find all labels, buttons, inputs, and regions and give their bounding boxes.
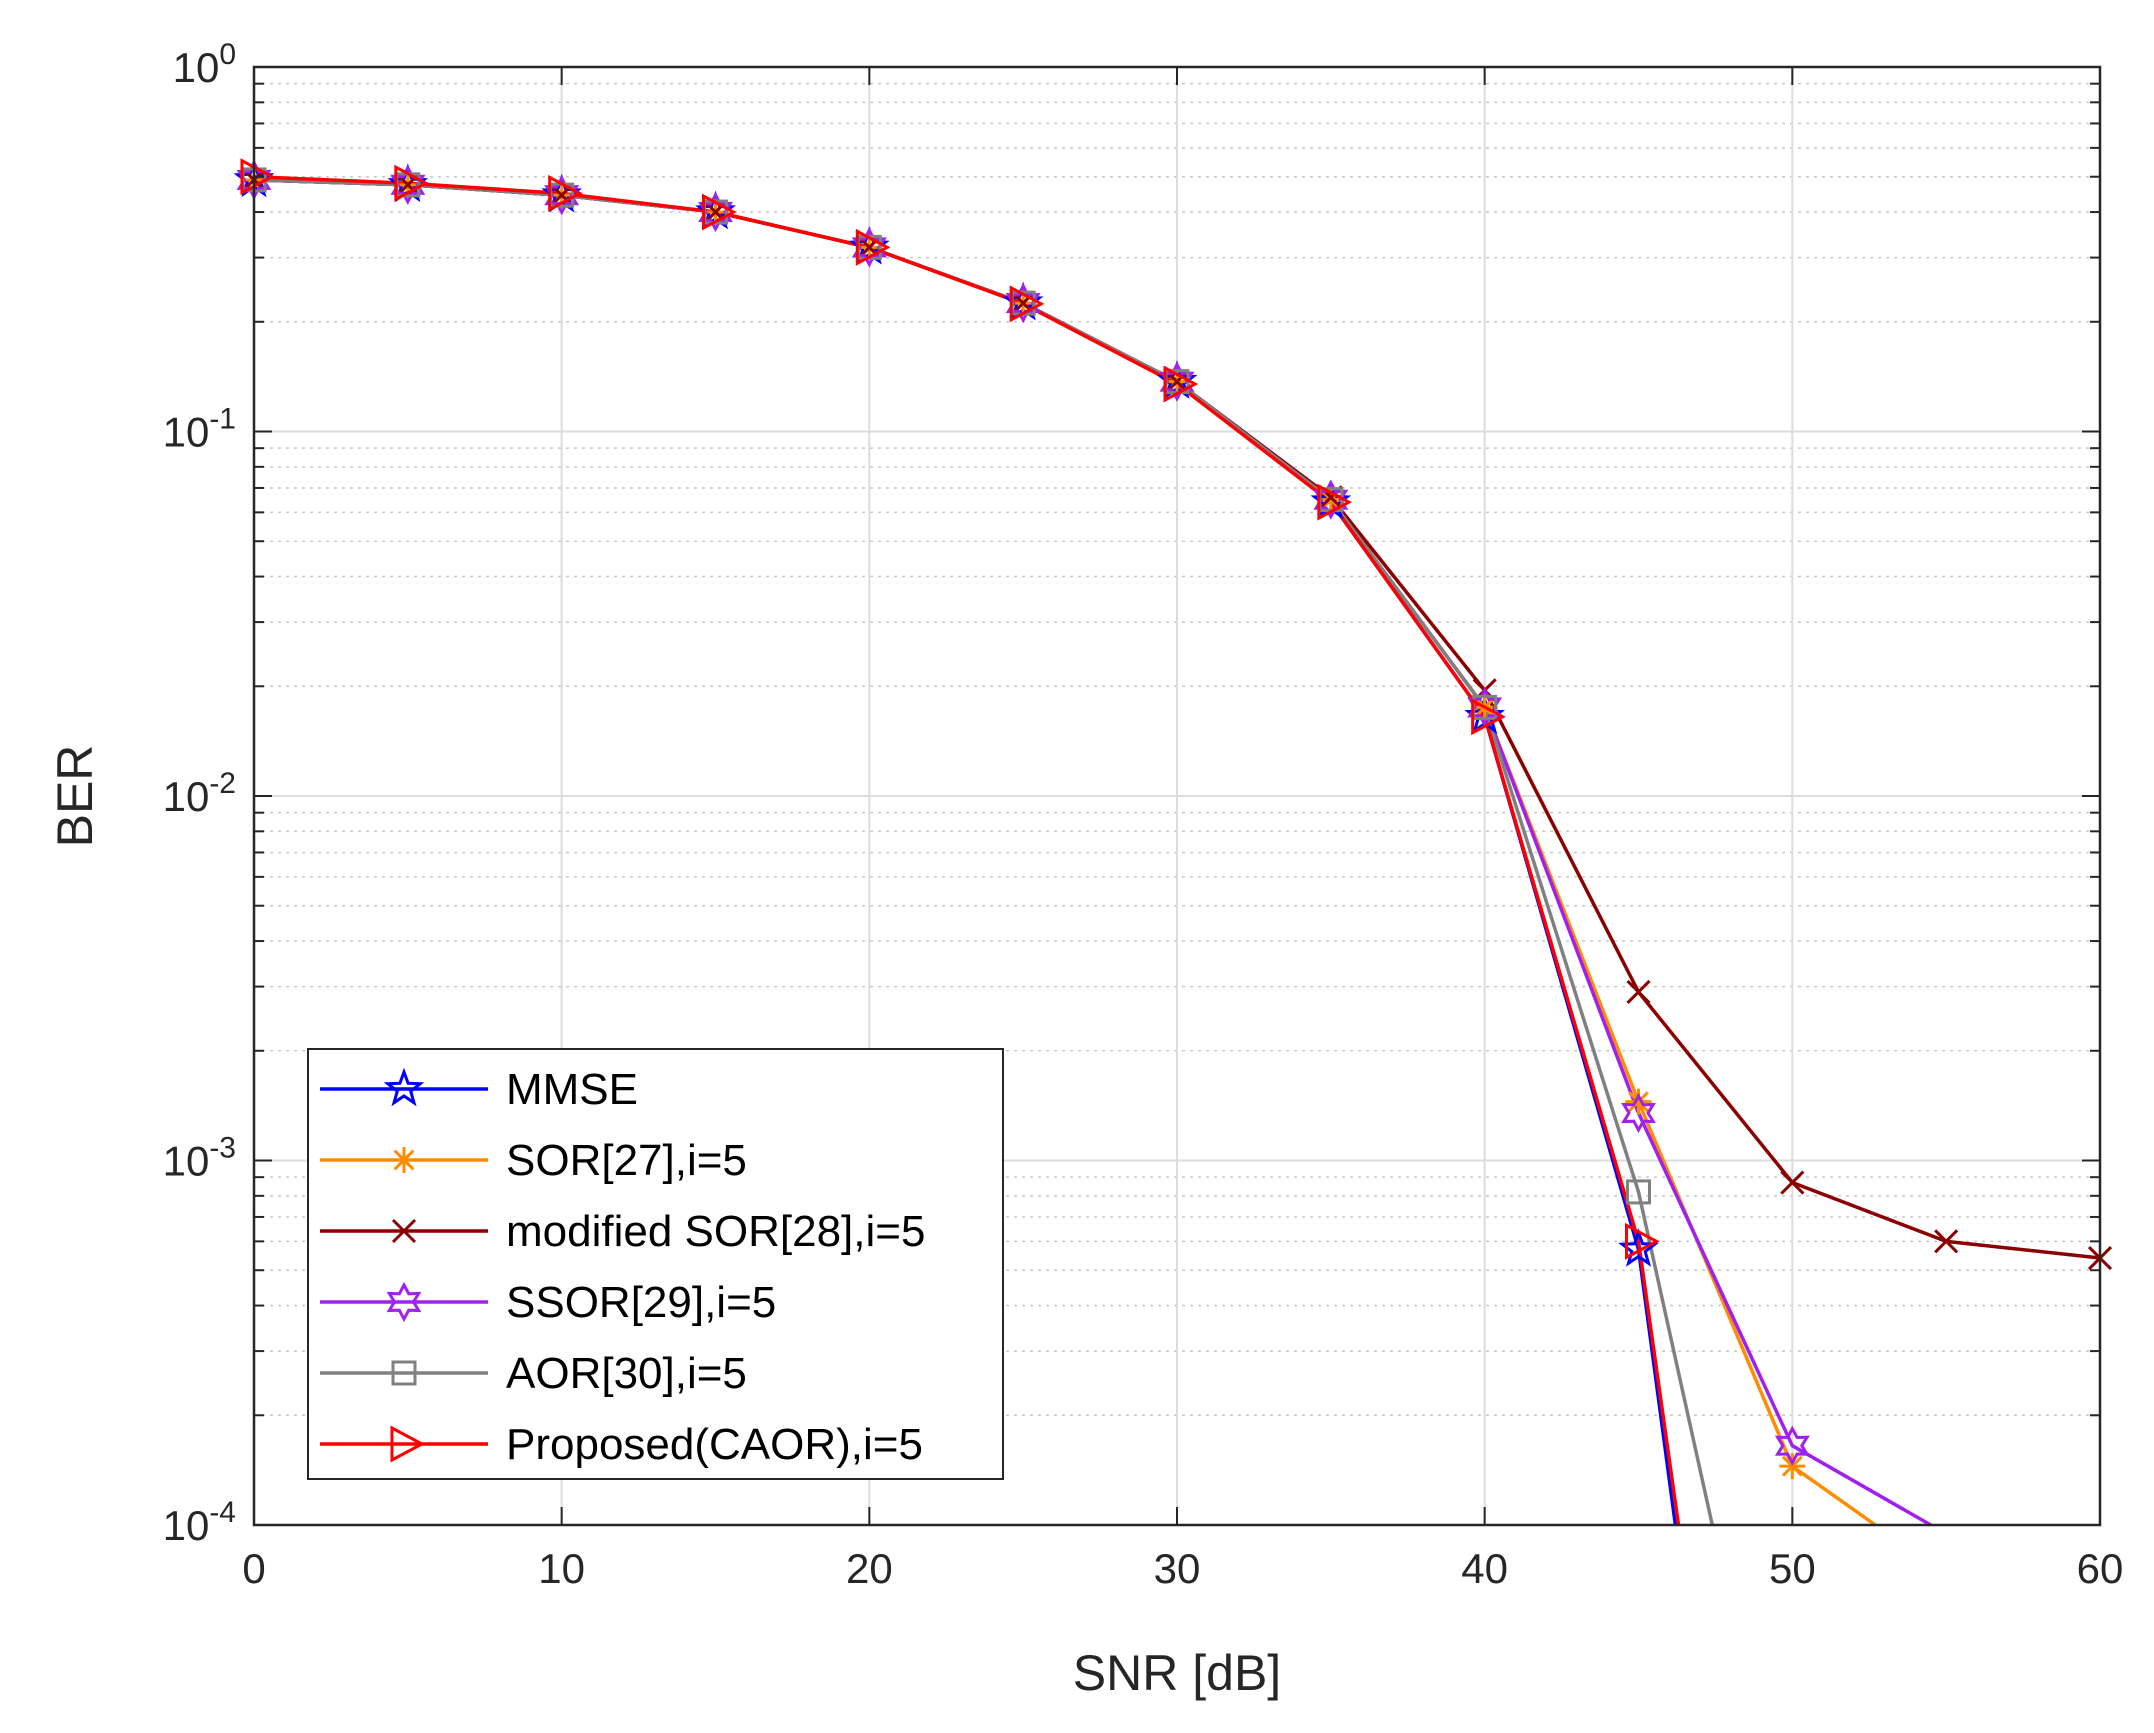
legend-entry: SSOR[29],i=5: [320, 1278, 776, 1327]
y-tick-label: 10-1: [163, 403, 236, 456]
x-axis-title: SNR [dB]: [1073, 1645, 1281, 1701]
data-point: [1779, 1453, 1806, 1480]
data-point: [1159, 361, 1195, 402]
data-point: [1163, 365, 1199, 403]
y-axis-title: BER: [47, 745, 103, 848]
marker-stroke: [1780, 1170, 1805, 1195]
data-point: [1774, 1425, 1810, 1466]
series-markers: [233, 158, 2113, 1480]
y-tick-label: 10-2: [163, 767, 236, 820]
data-point: [1625, 1222, 1660, 1260]
data-point: [544, 175, 580, 216]
data-point: [1313, 479, 1349, 520]
legend-box: [307, 1048, 1004, 1480]
legend-label: MMSE: [506, 1065, 638, 1114]
marker-stroke: [1781, 1455, 1803, 1477]
x-tick-label: 0: [242, 1545, 265, 1592]
x-tick-label: 50: [1769, 1545, 1816, 1592]
legend-marker: [391, 1360, 417, 1386]
y-tick-labels: 100 10-1 10-2 10-3 10-4: [163, 38, 236, 1549]
legend-label: modified SOR[28],i=5: [506, 1207, 925, 1256]
data-point: [1934, 1229, 1959, 1254]
marker-stroke: [393, 1149, 415, 1171]
y-tick-label: 10-3: [163, 1132, 236, 1185]
data-point: [855, 228, 891, 266]
legend-label: Proposed(CAOR),i=5: [506, 1420, 923, 1469]
legend-marker: [390, 1425, 426, 1463]
marker-stroke: [1934, 1229, 1959, 1254]
x-tick-label: 30: [1154, 1545, 1201, 1592]
legend-marker: [391, 1147, 417, 1173]
legend-label: AOR[30],i=5: [506, 1349, 747, 1398]
x-tick-labels: 0 10 20 30 40 50 60: [242, 1545, 2123, 1592]
data-point: [548, 174, 583, 212]
y-tick-label: 10-4: [163, 1496, 236, 1549]
marker-stroke: [391, 1218, 417, 1244]
data-point: [702, 193, 737, 231]
legend-entry: modified SOR[28],i=5: [320, 1207, 925, 1256]
x-tick-label: 40: [1461, 1545, 1508, 1592]
legend-entry: Proposed(CAOR),i=5: [320, 1420, 923, 1469]
axis-ticks: [253, 66, 2101, 1526]
data-point: [1625, 1088, 1652, 1115]
data-point: [1626, 1179, 1651, 1205]
legend-label: SSOR[29],i=5: [506, 1278, 776, 1327]
data-point: [1621, 1092, 1656, 1134]
x-tick-label: 60: [2077, 1545, 2124, 1592]
data-point: [240, 158, 276, 196]
legend-entry: SOR[27],i=5: [320, 1136, 747, 1185]
data-point: [1471, 698, 1506, 736]
data-point: [851, 227, 887, 268]
legend-label: SOR[27],i=5: [506, 1136, 747, 1185]
legend: MMSE SOR[27],i=5 modified SOR[28],i=5 SSOR[…: [307, 1048, 1004, 1480]
legend-entry: MMSE: [320, 1065, 638, 1114]
legend-marker: [391, 1218, 417, 1244]
data-point: [394, 164, 430, 202]
legend-entry: AOR[30],i=5: [320, 1349, 747, 1398]
marker-stroke: [1626, 979, 1651, 1005]
data-point: [1626, 979, 1651, 1005]
legend-marker: [386, 1281, 422, 1323]
data-point: [390, 164, 426, 205]
data-point: [1467, 687, 1503, 728]
data-point: [1005, 282, 1041, 324]
data-point: [1317, 483, 1353, 521]
marker-stroke: [1628, 1091, 1649, 1113]
x-tick-label: 20: [846, 1545, 893, 1592]
legend-marker: [383, 1067, 425, 1107]
x-tick-label: 10: [538, 1545, 585, 1592]
data-point: [1009, 285, 1045, 323]
marker-stroke: [1320, 489, 1342, 511]
y-tick-label: 100: [173, 38, 236, 91]
data-point: [698, 191, 733, 233]
data-point: [1780, 1170, 1805, 1195]
